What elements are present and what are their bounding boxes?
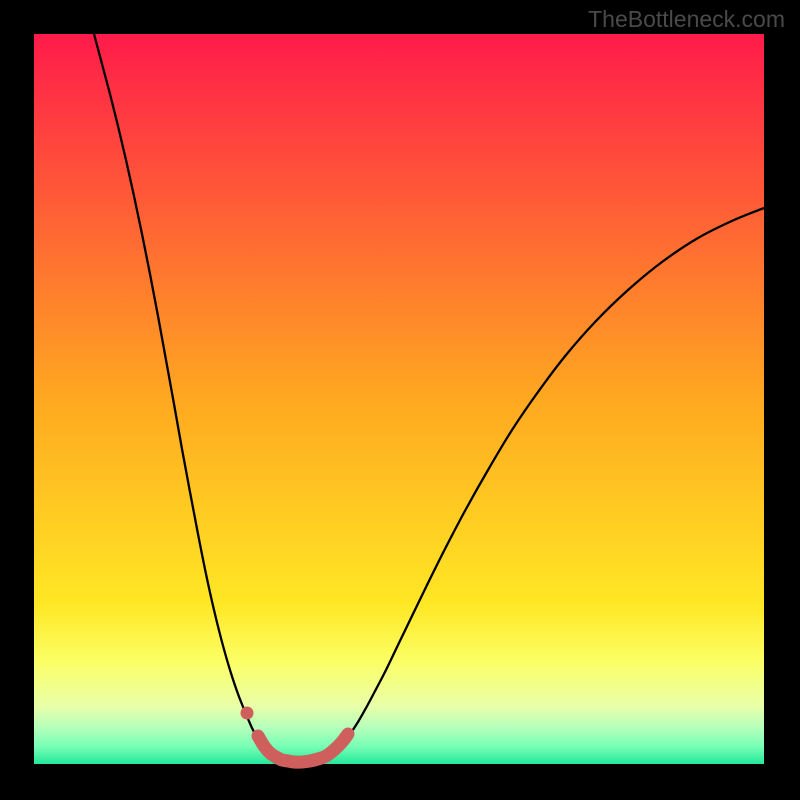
root-container: TheBottleneck.com bbox=[0, 0, 800, 800]
red-dot-marker bbox=[241, 707, 254, 720]
watermark-text: TheBottleneck.com bbox=[588, 6, 785, 33]
plot-area bbox=[34, 34, 764, 764]
curve-svg bbox=[34, 34, 764, 764]
black-curve bbox=[94, 34, 764, 764]
red-trough-overlay bbox=[258, 734, 348, 762]
